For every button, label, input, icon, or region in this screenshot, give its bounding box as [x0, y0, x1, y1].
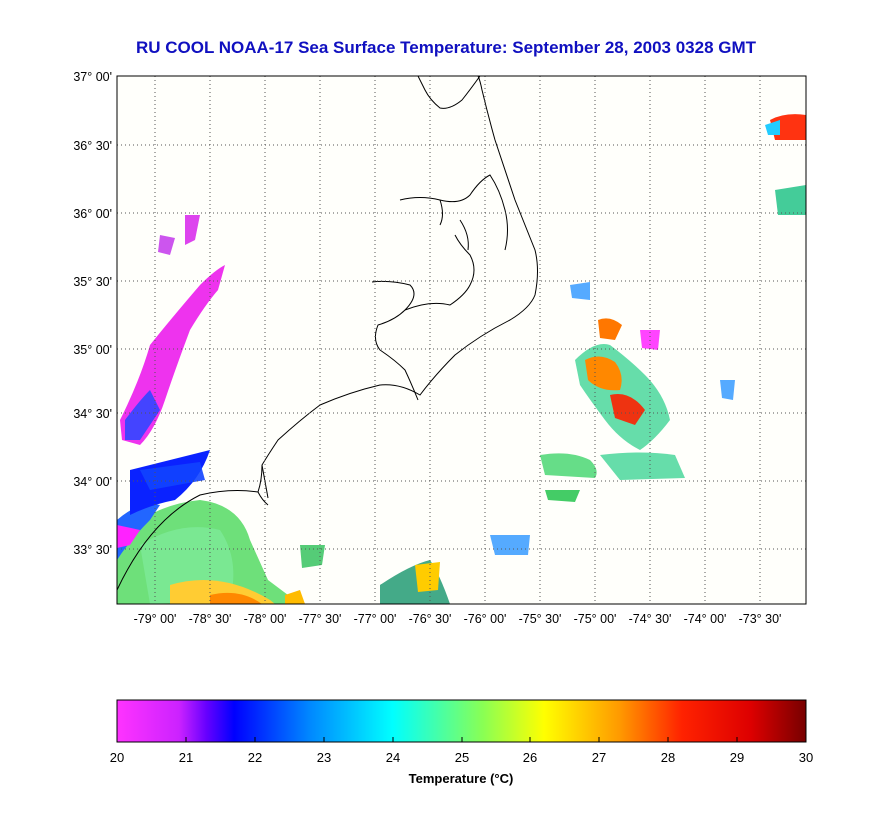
grid: [117, 76, 806, 604]
lat-tick-label: 34° 30': [73, 407, 112, 421]
lat-tick-label: 34° 00': [73, 475, 112, 489]
lon-tick-label: -77° 30': [299, 612, 342, 626]
lat-tick-label: 36° 00': [73, 207, 112, 221]
colorbar-tick-label: 26: [523, 750, 537, 765]
lon-tick-label: -76° 00': [464, 612, 507, 626]
map-title: RU COOL NOAA-17 Sea Surface Temperature:…: [135, 38, 757, 57]
lat-tick-label: 35° 30': [73, 275, 112, 289]
colorbar-tick-label: 22: [248, 750, 262, 765]
lat-tick-label: 35° 00': [73, 343, 112, 357]
colorbar-tick-label: 25: [455, 750, 469, 765]
lon-tick-labels: -79° 00' -78° 30' -78° 00' -77° 30' -77°…: [134, 612, 782, 626]
lon-tick-label: -79° 00': [134, 612, 177, 626]
lon-tick-label: -73° 30': [739, 612, 782, 626]
lon-tick-label: -74° 30': [629, 612, 672, 626]
lon-tick-label: -76° 30': [409, 612, 452, 626]
lat-tick-labels: 37° 00' 36° 30' 36° 00' 35° 30' 35° 00' …: [73, 70, 112, 557]
colorbar-gradient: [116, 699, 807, 743]
lon-tick-label: -74° 00': [684, 612, 727, 626]
lon-tick-label: -77° 00': [354, 612, 397, 626]
colorbar-tick-label: 29: [730, 750, 744, 765]
colorbar-tick-label: 27: [592, 750, 606, 765]
sst-patches: [117, 114, 806, 604]
colorbar-tick-label: 21: [179, 750, 193, 765]
lon-tick-label: -78° 00': [244, 612, 287, 626]
lon-tick-label: -75° 00': [574, 612, 617, 626]
lon-tick-label: -75° 30': [519, 612, 562, 626]
colorbar-tick-label: 23: [317, 750, 331, 765]
colorbar-tick-label: 30: [799, 750, 813, 765]
lat-tick-label: 33° 30': [73, 543, 112, 557]
colorbar-tick-label: 24: [386, 750, 400, 765]
colorbar-label: Temperature (°C): [409, 771, 514, 786]
lon-tick-label: -78° 30': [189, 612, 232, 626]
colorbar: 20 21 22 23 24 25 26 27 28 29 30 Tempera…: [110, 699, 813, 786]
lat-tick-label: 36° 30': [73, 139, 112, 153]
colorbar-tick-label: 28: [661, 750, 675, 765]
colorbar-tick-label: 20: [110, 750, 124, 765]
frame-ticks: [116, 75, 807, 605]
lat-tick-label: 37° 00': [73, 70, 112, 84]
